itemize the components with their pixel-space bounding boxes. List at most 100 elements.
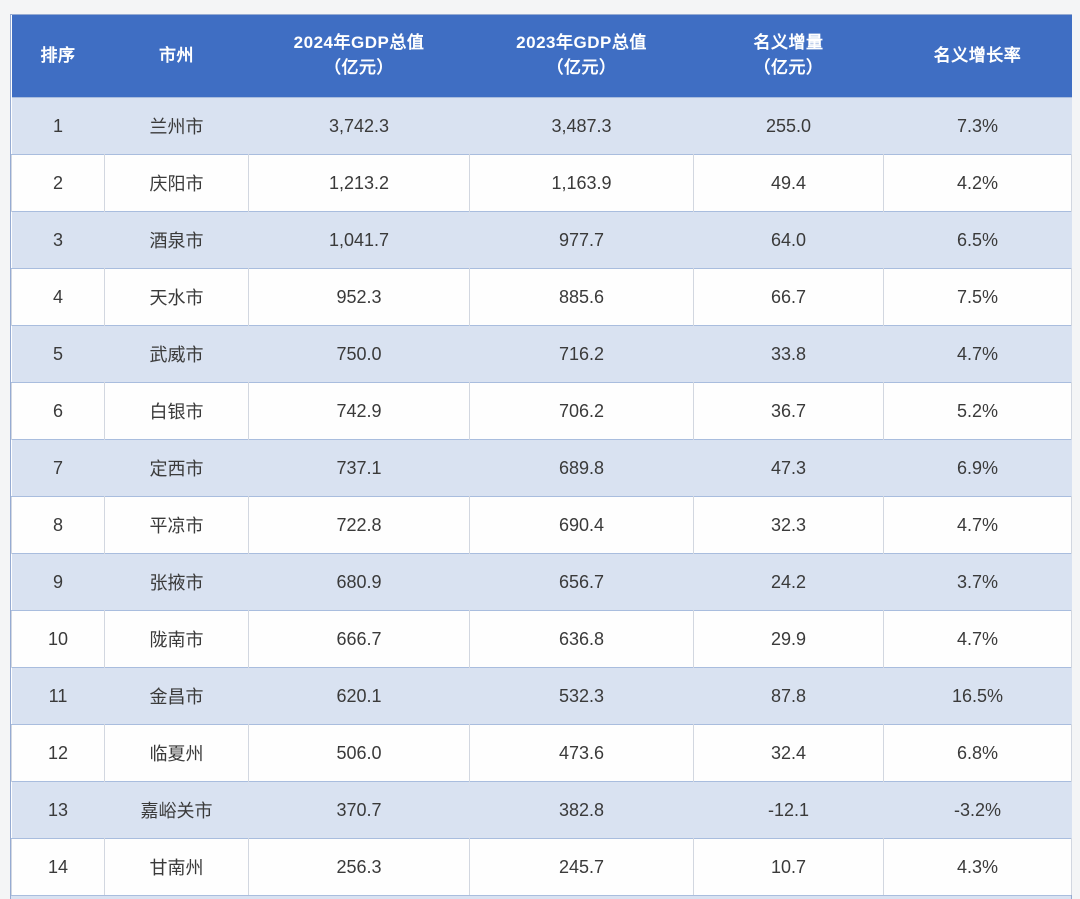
- cell-nominal-increase: 32.4: [693, 724, 884, 782]
- cell-nominal-growth-rate: 4.7%: [883, 610, 1072, 668]
- cell-nominal-increase: 32.3: [693, 496, 884, 554]
- cell-nominal-growth-rate: 4.3%: [883, 838, 1072, 895]
- col-header-rank: 排序: [11, 15, 105, 98]
- cell-gdp-2023: 245.7: [469, 838, 694, 895]
- cell-gdp-2023: 689.8: [469, 439, 694, 497]
- table-row: 11 金昌市 620.1 532.3 87.8 16.5%: [11, 667, 1072, 725]
- cell-city: 酒泉市: [104, 211, 249, 269]
- cell-gdp-2023: 885.6: [469, 268, 694, 326]
- table-row: 3 酒泉市 1,041.7 977.7 64.0 6.5%: [11, 211, 1072, 269]
- cell-gdp-2023: 656.7: [469, 553, 694, 611]
- cell-nominal-increase: 255.0: [693, 97, 884, 155]
- cell-rank: 6: [11, 382, 105, 440]
- cell-gdp-2024: 680.9: [248, 553, 470, 611]
- cell-rank: 13: [11, 781, 105, 839]
- cell-city: 武威市: [104, 325, 249, 383]
- cell-nominal-growth-rate: -3.2%: [883, 781, 1072, 839]
- cell-rank: 11: [11, 667, 105, 725]
- cell-nominal-growth-rate: 6.8%: [883, 724, 1072, 782]
- cell-gdp-2023: 3,487.3: [469, 97, 694, 155]
- cell-gdp-2024: 506.0: [248, 724, 470, 782]
- gdp-table: 排序 市州 2024年GDP总值 （亿元） 2023年GDP总值 （亿元） 名义增量 （…: [11, 15, 1072, 895]
- cell-city: 嘉峪关市: [104, 781, 249, 839]
- cell-rank: 12: [11, 724, 105, 782]
- cell-gdp-2024: 737.1: [248, 439, 470, 497]
- cell-nominal-growth-rate: 4.7%: [883, 325, 1072, 383]
- cell-gdp-2023: 532.3: [469, 667, 694, 725]
- cell-rank: 10: [11, 610, 105, 668]
- cell-rank: 8: [11, 496, 105, 554]
- col-header-gdp-2023: 2023年GDP总值 （亿元）: [469, 15, 694, 98]
- cell-city: 陇南市: [104, 610, 249, 668]
- cell-nominal-growth-rate: 6.9%: [883, 439, 1072, 497]
- cell-gdp-2023: 636.8: [469, 610, 694, 668]
- table-header: 排序 市州 2024年GDP总值 （亿元） 2023年GDP总值 （亿元） 名义增量 （…: [11, 15, 1072, 98]
- cell-gdp-2023: 706.2: [469, 382, 694, 440]
- cell-nominal-growth-rate: 7.3%: [883, 97, 1072, 155]
- cell-nominal-increase: 29.9: [693, 610, 884, 668]
- cell-gdp-2023: 690.4: [469, 496, 694, 554]
- table-row: 8 平凉市 722.8 690.4 32.3 4.7%: [11, 496, 1072, 554]
- col-header-city: 市州: [104, 15, 249, 98]
- cell-gdp-2024: 256.3: [248, 838, 470, 895]
- cell-nominal-growth-rate: 4.7%: [883, 496, 1072, 554]
- cell-gdp-2024: 620.1: [248, 667, 470, 725]
- cell-city: 白银市: [104, 382, 249, 440]
- cell-rank: 2: [11, 154, 105, 212]
- cell-nominal-growth-rate: 7.5%: [883, 268, 1072, 326]
- cell-nominal-increase: 10.7: [693, 838, 884, 895]
- cell-city: 张掖市: [104, 553, 249, 611]
- cell-city: 金昌市: [104, 667, 249, 725]
- table-row: 7 定西市 737.1 689.8 47.3 6.9%: [11, 439, 1072, 497]
- cell-rank: 3: [11, 211, 105, 269]
- cell-city: 临夏州: [104, 724, 249, 782]
- cell-nominal-growth-rate: 4.2%: [883, 154, 1072, 212]
- table-row: 12 临夏州 506.0 473.6 32.4 6.8%: [11, 724, 1072, 782]
- table-row: 14 甘南州 256.3 245.7 10.7 4.3%: [11, 838, 1072, 895]
- cell-nominal-growth-rate: 3.7%: [883, 553, 1072, 611]
- col-header-nominal-growth-rate: 名义增长率: [883, 15, 1072, 98]
- table-body: 1 兰州市 3,742.3 3,487.3 255.0 7.3% 2 庆阳市 1,213.2 1,…: [11, 97, 1072, 895]
- table-row: 1 兰州市 3,742.3 3,487.3 255.0 7.3%: [11, 97, 1072, 155]
- table-row: 13 嘉峪关市 370.7 382.8 -12.1 -3.2%: [11, 781, 1072, 839]
- cell-city: 天水市: [104, 268, 249, 326]
- cell-city: 甘南州: [104, 838, 249, 895]
- cell-nominal-increase: 24.2: [693, 553, 884, 611]
- cell-city: 兰州市: [104, 97, 249, 155]
- cell-city: 定西市: [104, 439, 249, 497]
- col-header-nominal-increase: 名义增量 （亿元）: [693, 15, 884, 98]
- cell-city: 平凉市: [104, 496, 249, 554]
- cell-nominal-increase: 87.8: [693, 667, 884, 725]
- cell-gdp-2024: 666.7: [248, 610, 470, 668]
- cell-nominal-increase: 64.0: [693, 211, 884, 269]
- cell-gdp-2024: 952.3: [248, 268, 470, 326]
- cell-nominal-increase: -12.1: [693, 781, 884, 839]
- cell-nominal-growth-rate: 16.5%: [883, 667, 1072, 725]
- cell-rank: 14: [11, 838, 105, 895]
- cell-gdp-2024: 370.7: [248, 781, 470, 839]
- cell-nominal-increase: 49.4: [693, 154, 884, 212]
- cell-gdp-2024: 3,742.3: [248, 97, 470, 155]
- cell-rank: 1: [11, 97, 105, 155]
- partial-next-row: [11, 895, 1071, 899]
- cell-city: 庆阳市: [104, 154, 249, 212]
- cell-gdp-2024: 1,213.2: [248, 154, 470, 212]
- table-row: 5 武威市 750.0 716.2 33.8 4.7%: [11, 325, 1072, 383]
- cell-rank: 7: [11, 439, 105, 497]
- cell-nominal-increase: 33.8: [693, 325, 884, 383]
- col-header-gdp-2024: 2024年GDP总值 （亿元）: [248, 15, 470, 98]
- cell-nominal-increase: 47.3: [693, 439, 884, 497]
- cell-rank: 5: [11, 325, 105, 383]
- table-row: 2 庆阳市 1,213.2 1,163.9 49.4 4.2%: [11, 154, 1072, 212]
- table-row: 6 白银市 742.9 706.2 36.7 5.2%: [11, 382, 1072, 440]
- cell-gdp-2024: 750.0: [248, 325, 470, 383]
- cell-gdp-2023: 1,163.9: [469, 154, 694, 212]
- cell-gdp-2023: 473.6: [469, 724, 694, 782]
- table-row: 4 天水市 952.3 885.6 66.7 7.5%: [11, 268, 1072, 326]
- cell-gdp-2023: 382.8: [469, 781, 694, 839]
- cell-gdp-2023: 977.7: [469, 211, 694, 269]
- cell-gdp-2024: 742.9: [248, 382, 470, 440]
- cell-nominal-increase: 36.7: [693, 382, 884, 440]
- cell-rank: 9: [11, 553, 105, 611]
